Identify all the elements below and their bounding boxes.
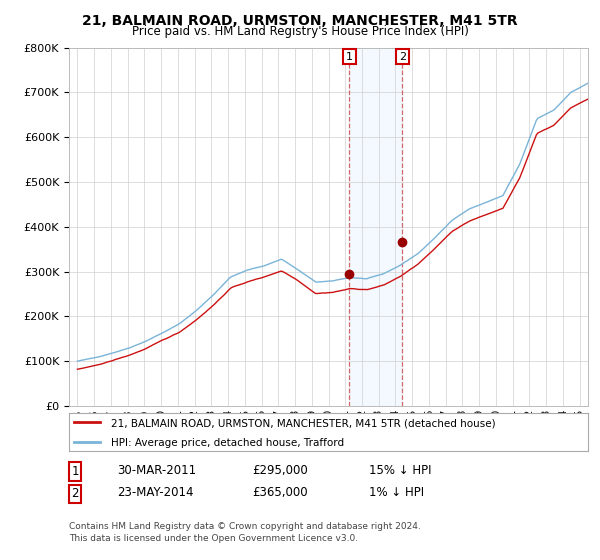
Text: £365,000: £365,000 bbox=[252, 486, 308, 500]
Text: 1: 1 bbox=[346, 52, 353, 62]
Text: £295,000: £295,000 bbox=[252, 464, 308, 477]
Text: 1% ↓ HPI: 1% ↓ HPI bbox=[369, 486, 424, 500]
Text: 15% ↓ HPI: 15% ↓ HPI bbox=[369, 464, 431, 477]
Bar bbox=[349, 48, 403, 406]
Text: 30-MAR-2011: 30-MAR-2011 bbox=[117, 464, 196, 477]
Text: Price paid vs. HM Land Registry's House Price Index (HPI): Price paid vs. HM Land Registry's House … bbox=[131, 25, 469, 38]
Text: HPI: Average price, detached house, Trafford: HPI: Average price, detached house, Traf… bbox=[110, 438, 344, 448]
Text: Contains HM Land Registry data © Crown copyright and database right 2024.
This d: Contains HM Land Registry data © Crown c… bbox=[69, 522, 421, 543]
Text: 2: 2 bbox=[399, 52, 406, 62]
Text: 1: 1 bbox=[71, 465, 79, 478]
Text: 2: 2 bbox=[71, 487, 79, 501]
Text: 21, BALMAIN ROAD, URMSTON, MANCHESTER, M41 5TR (detached house): 21, BALMAIN ROAD, URMSTON, MANCHESTER, M… bbox=[110, 418, 495, 428]
Text: 21, BALMAIN ROAD, URMSTON, MANCHESTER, M41 5TR: 21, BALMAIN ROAD, URMSTON, MANCHESTER, M… bbox=[82, 14, 518, 28]
Text: 23-MAY-2014: 23-MAY-2014 bbox=[117, 486, 193, 500]
